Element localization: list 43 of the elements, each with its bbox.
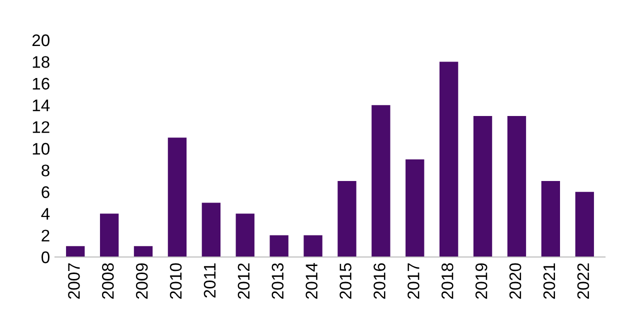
y-tick-label: 6 bbox=[42, 186, 50, 198]
y-tick-label: 4 bbox=[41, 208, 50, 220]
x-tick-label: 2014 bbox=[306, 263, 318, 299]
x-tick-label: 2020 bbox=[509, 263, 522, 299]
bar bbox=[338, 181, 356, 257]
bar bbox=[304, 235, 322, 257]
y-tick-label: 2 bbox=[42, 230, 50, 242]
bar bbox=[406, 159, 424, 257]
y-tick-label: 20 bbox=[32, 34, 50, 46]
y-tick-label: 12 bbox=[32, 121, 50, 133]
x-tick-label: 2015 bbox=[340, 263, 352, 299]
x-tick-label: 2009 bbox=[136, 263, 148, 299]
x-tick-label: 2007 bbox=[68, 263, 80, 299]
y-tick-label: 0 bbox=[42, 251, 50, 264]
x-tick-label: 2008 bbox=[102, 263, 114, 299]
x-tick-label: 2011 bbox=[204, 263, 216, 298]
bar bbox=[168, 138, 187, 257]
bar bbox=[507, 116, 526, 257]
y-tick-label: 10 bbox=[32, 142, 50, 155]
bar bbox=[100, 214, 119, 257]
x-tick-label: 2017 bbox=[408, 263, 420, 299]
bar bbox=[541, 181, 560, 257]
x-tick-label: 2019 bbox=[475, 263, 488, 299]
x-tick-label: 2021 bbox=[543, 263, 556, 299]
bar bbox=[372, 105, 390, 257]
bar bbox=[66, 246, 85, 257]
bar bbox=[473, 116, 492, 257]
x-tick-label: 2010 bbox=[170, 263, 182, 299]
bar bbox=[236, 214, 254, 257]
x-tick-label: 2012 bbox=[238, 263, 250, 299]
x-tick-label: 2022 bbox=[577, 263, 590, 299]
x-tick-label: 2013 bbox=[272, 263, 284, 299]
y-tick-label: 16 bbox=[32, 78, 50, 90]
bar bbox=[439, 62, 458, 257]
bar bbox=[134, 246, 153, 257]
x-tick-label: 2016 bbox=[374, 263, 386, 299]
bar bbox=[202, 202, 221, 257]
bar bbox=[270, 235, 288, 257]
bar bbox=[575, 192, 594, 257]
y-tick-label: 14 bbox=[32, 100, 50, 112]
y-tick-label: 18 bbox=[32, 56, 50, 68]
y-tick-label: 8 bbox=[42, 164, 50, 176]
x-tick-label: 2018 bbox=[442, 263, 454, 299]
